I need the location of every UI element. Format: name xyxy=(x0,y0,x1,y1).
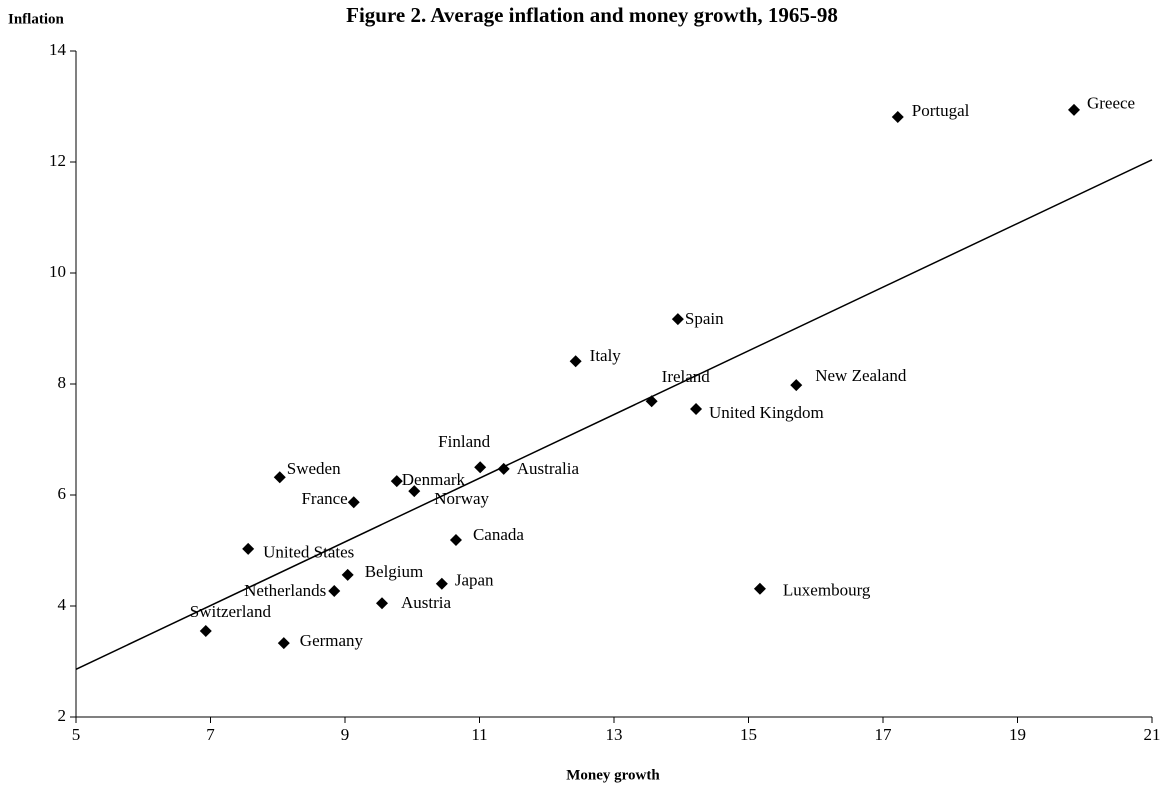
y-tick-label: 2 xyxy=(58,706,67,725)
point xyxy=(242,542,255,555)
point-label: Greece xyxy=(1087,94,1135,113)
point xyxy=(408,485,421,498)
y-tick-label: 8 xyxy=(58,373,67,392)
point xyxy=(277,637,290,650)
x-tick-label: 21 xyxy=(1144,725,1161,744)
point xyxy=(790,379,803,392)
point-label: Sweden xyxy=(287,459,341,478)
point xyxy=(474,461,487,474)
point-label: Portugal xyxy=(912,101,970,120)
y-tick-label: 4 xyxy=(58,595,67,614)
point xyxy=(273,471,286,484)
point-label: Norway xyxy=(434,489,489,508)
y-tick-label: 12 xyxy=(49,151,66,170)
point-label: Switzerland xyxy=(190,602,272,621)
y-tick-label: 10 xyxy=(49,262,66,281)
point-label: Canada xyxy=(473,525,524,544)
point-label: France xyxy=(301,489,347,508)
x-tick-label: 11 xyxy=(471,725,487,744)
x-tick-label: 19 xyxy=(1009,725,1026,744)
point-label: Japan xyxy=(455,571,494,590)
y-tick-label: 6 xyxy=(58,484,67,503)
point-label: Luxembourg xyxy=(783,581,871,600)
x-tick-label: 9 xyxy=(341,725,350,744)
point-label: Netherlands xyxy=(244,581,326,600)
point xyxy=(347,496,360,509)
point xyxy=(1067,103,1080,116)
point-label: Ireland xyxy=(662,367,711,386)
x-tick-label: 15 xyxy=(740,725,757,744)
point-label: United Kingdom xyxy=(709,403,824,422)
trend-line xyxy=(75,159,1153,670)
point xyxy=(497,462,510,475)
point-label: Belgium xyxy=(365,562,424,581)
point-label: Austria xyxy=(401,593,452,612)
x-tick-label: 17 xyxy=(875,725,893,744)
point-label: Germany xyxy=(300,631,364,650)
x-axis-label: Money growth xyxy=(566,767,660,783)
point xyxy=(569,355,582,368)
point xyxy=(341,568,354,581)
point-label: Australia xyxy=(517,459,580,478)
point xyxy=(449,533,462,546)
x-tick-label: 7 xyxy=(206,725,215,744)
point-label: Finland xyxy=(438,432,490,451)
point xyxy=(690,402,703,415)
point-label: Denmark xyxy=(402,470,466,489)
point xyxy=(645,395,658,408)
point xyxy=(375,597,388,610)
point xyxy=(328,585,341,598)
point xyxy=(671,313,684,326)
point xyxy=(435,577,448,590)
point-label: Spain xyxy=(685,309,724,328)
point-label: New Zealand xyxy=(815,366,907,385)
point-label: United States xyxy=(263,543,354,562)
point xyxy=(390,475,403,488)
y-tick-label: 14 xyxy=(49,40,67,59)
point xyxy=(891,111,904,124)
y-axis-label: Inflation xyxy=(8,11,65,27)
point xyxy=(199,624,212,637)
chart-title: Figure 2. Average inflation and money gr… xyxy=(346,3,838,27)
x-tick-label: 13 xyxy=(606,725,623,744)
point-label: Italy xyxy=(590,346,622,365)
x-tick-label: 5 xyxy=(72,725,81,744)
point xyxy=(753,582,766,595)
